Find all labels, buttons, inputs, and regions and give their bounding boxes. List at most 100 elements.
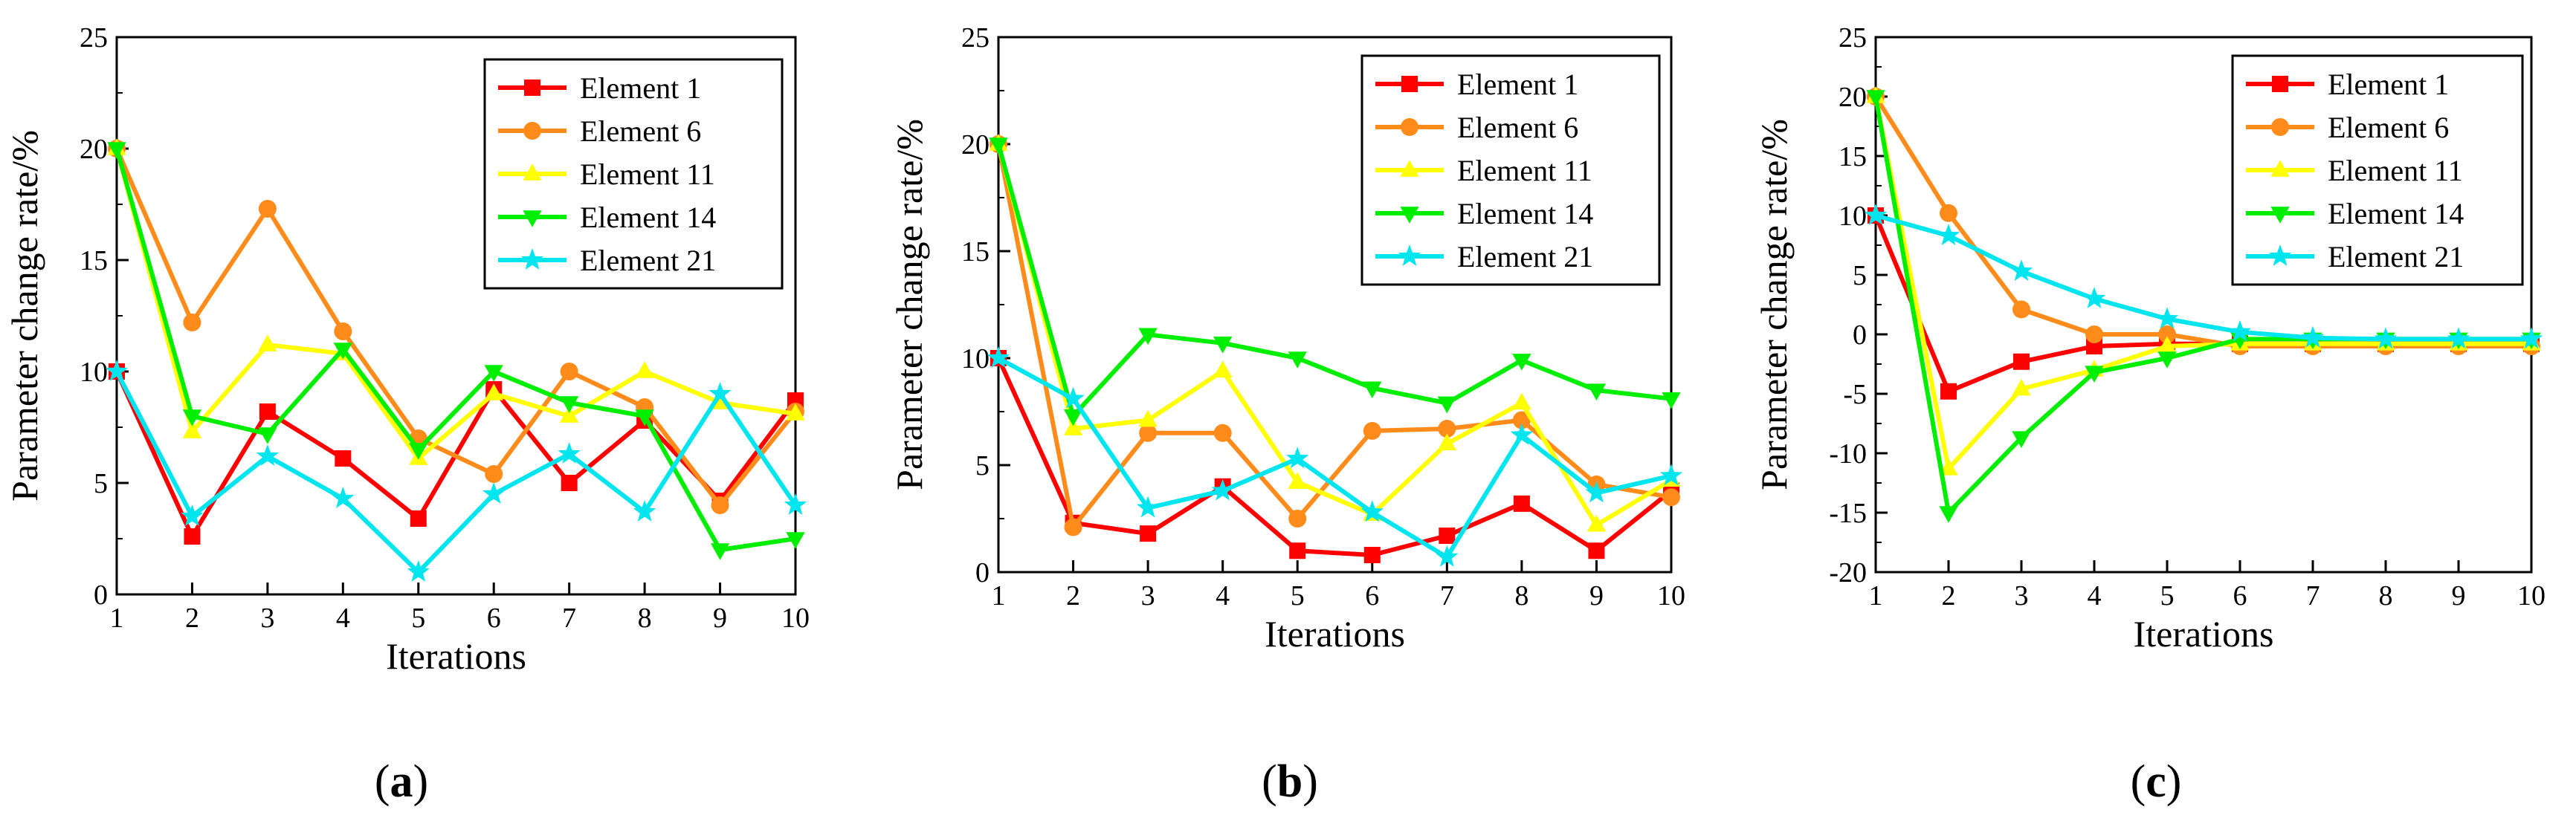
y-tick-label: 20 (80, 134, 108, 165)
legend-label: Element 14 (2328, 197, 2464, 230)
y-tick-label: 0 (975, 557, 990, 588)
x-axis-label: Iterations (386, 635, 526, 677)
legend-swatch-marker (1398, 244, 1421, 266)
data-point (181, 505, 204, 526)
data-point (560, 363, 578, 380)
legend-swatch-marker (524, 80, 540, 96)
data-point (1138, 328, 1158, 346)
legend: Element 1 Element 6 Element 11 Element 14 El… (1360, 54, 1661, 286)
data-point (1062, 386, 1085, 409)
series-element-21 (987, 346, 1683, 567)
data-point (989, 137, 1008, 155)
data-point (105, 360, 129, 381)
data-point (708, 382, 732, 403)
x-tick-label: 9 (2452, 580, 2466, 611)
data-point (1211, 478, 1234, 501)
data-point (2157, 351, 2177, 369)
series-element-11 (107, 138, 805, 465)
y-axis-label: Parameter change rate/% (888, 119, 930, 490)
legend-swatch-marker (2268, 244, 2292, 266)
x-tick-label: 2 (185, 603, 199, 634)
y-tick-label: -20 (1829, 557, 1867, 588)
data-point (1360, 500, 1384, 522)
x-tick-label: 4 (336, 603, 350, 634)
data-point (1213, 424, 1232, 442)
data-point (1585, 481, 1608, 503)
data-point (2012, 378, 2031, 396)
x-tick-label: 5 (411, 603, 425, 634)
data-point (1363, 421, 1381, 440)
data-point (409, 443, 428, 460)
data-point (1659, 464, 1683, 486)
data-point (1139, 424, 1158, 442)
series-element-14 (107, 142, 805, 560)
y-tick-label: 25 (961, 22, 990, 53)
y-tick-label: 5 (94, 468, 108, 499)
data-point (784, 493, 807, 515)
series-line (996, 357, 1673, 557)
data-point (333, 343, 352, 360)
data-point (182, 409, 202, 426)
data-point (183, 314, 201, 331)
x-tick-label: 6 (487, 603, 501, 634)
data-point (1864, 204, 1888, 225)
x-axis-label: Iterations (2134, 613, 2274, 655)
legend-label: Element 6 (2328, 111, 2449, 144)
series-line (1873, 95, 2531, 348)
legend-label: Element 21 (580, 244, 716, 277)
data-point (786, 403, 805, 421)
data-point (410, 510, 427, 527)
y-tick-label: 25 (80, 22, 108, 53)
x-tick-label: 7 (562, 603, 576, 634)
x-tick-label: 10 (2517, 580, 2546, 611)
data-point (1286, 447, 1309, 469)
data-point (484, 383, 503, 400)
data-point (1940, 383, 1957, 400)
y-tick-label: 15 (961, 236, 990, 267)
data-point (2012, 300, 2030, 319)
data-point (1940, 204, 1957, 222)
legend-swatch-marker (1401, 118, 1418, 136)
chart-panel-a: 1 2 3 4 5 6 7 8 9 10 0 5 10 15 20 25 Iterations Parameter… (4, 22, 810, 677)
legend-label: Element 11 (1457, 154, 1592, 187)
x-tick-label: 1 (1869, 580, 1883, 611)
x-tick-label: 7 (2306, 580, 2320, 611)
data-point (560, 406, 579, 423)
y-axis-label: Parameter change rate/% (1753, 119, 1795, 490)
data-point (2155, 307, 2179, 329)
data-point (1288, 472, 1307, 489)
legend-swatch-marker (1400, 207, 1419, 224)
data-point (2301, 325, 2325, 348)
legend-label: Element 11 (580, 158, 715, 191)
data-point (561, 475, 578, 491)
legend-swatch-marker (520, 248, 544, 270)
data-point (1363, 381, 1382, 399)
data-point (334, 322, 352, 340)
legend-label: Element 1 (580, 71, 701, 105)
legend-swatch-marker (2270, 160, 2290, 177)
x-tick-label: 3 (2015, 580, 2029, 611)
data-point (182, 421, 202, 438)
y-tick-label: 25 (1839, 22, 1867, 53)
data-point (1363, 546, 1381, 563)
data-point (1437, 396, 1456, 414)
x-tick-label: 4 (2088, 580, 2102, 611)
legend-swatch-marker (2270, 207, 2290, 224)
x-tick-label: 2 (1942, 580, 1956, 611)
x-tick-label: 6 (2233, 580, 2247, 611)
data-point (635, 409, 654, 426)
data-point (560, 396, 579, 413)
legend-swatch-marker (2271, 118, 2289, 136)
data-point (2228, 319, 2252, 342)
data-point (2085, 325, 2103, 343)
x-tick-label: 5 (2160, 580, 2175, 611)
data-point (1063, 418, 1083, 435)
x-tick-label: 10 (781, 603, 810, 634)
y-tick-label: 20 (961, 129, 990, 160)
data-point (2013, 353, 2030, 370)
data-point (786, 532, 805, 549)
y-axis-label: Parameter change rate/% (4, 130, 45, 502)
data-point (2374, 327, 2398, 349)
data-point (1064, 518, 1082, 536)
